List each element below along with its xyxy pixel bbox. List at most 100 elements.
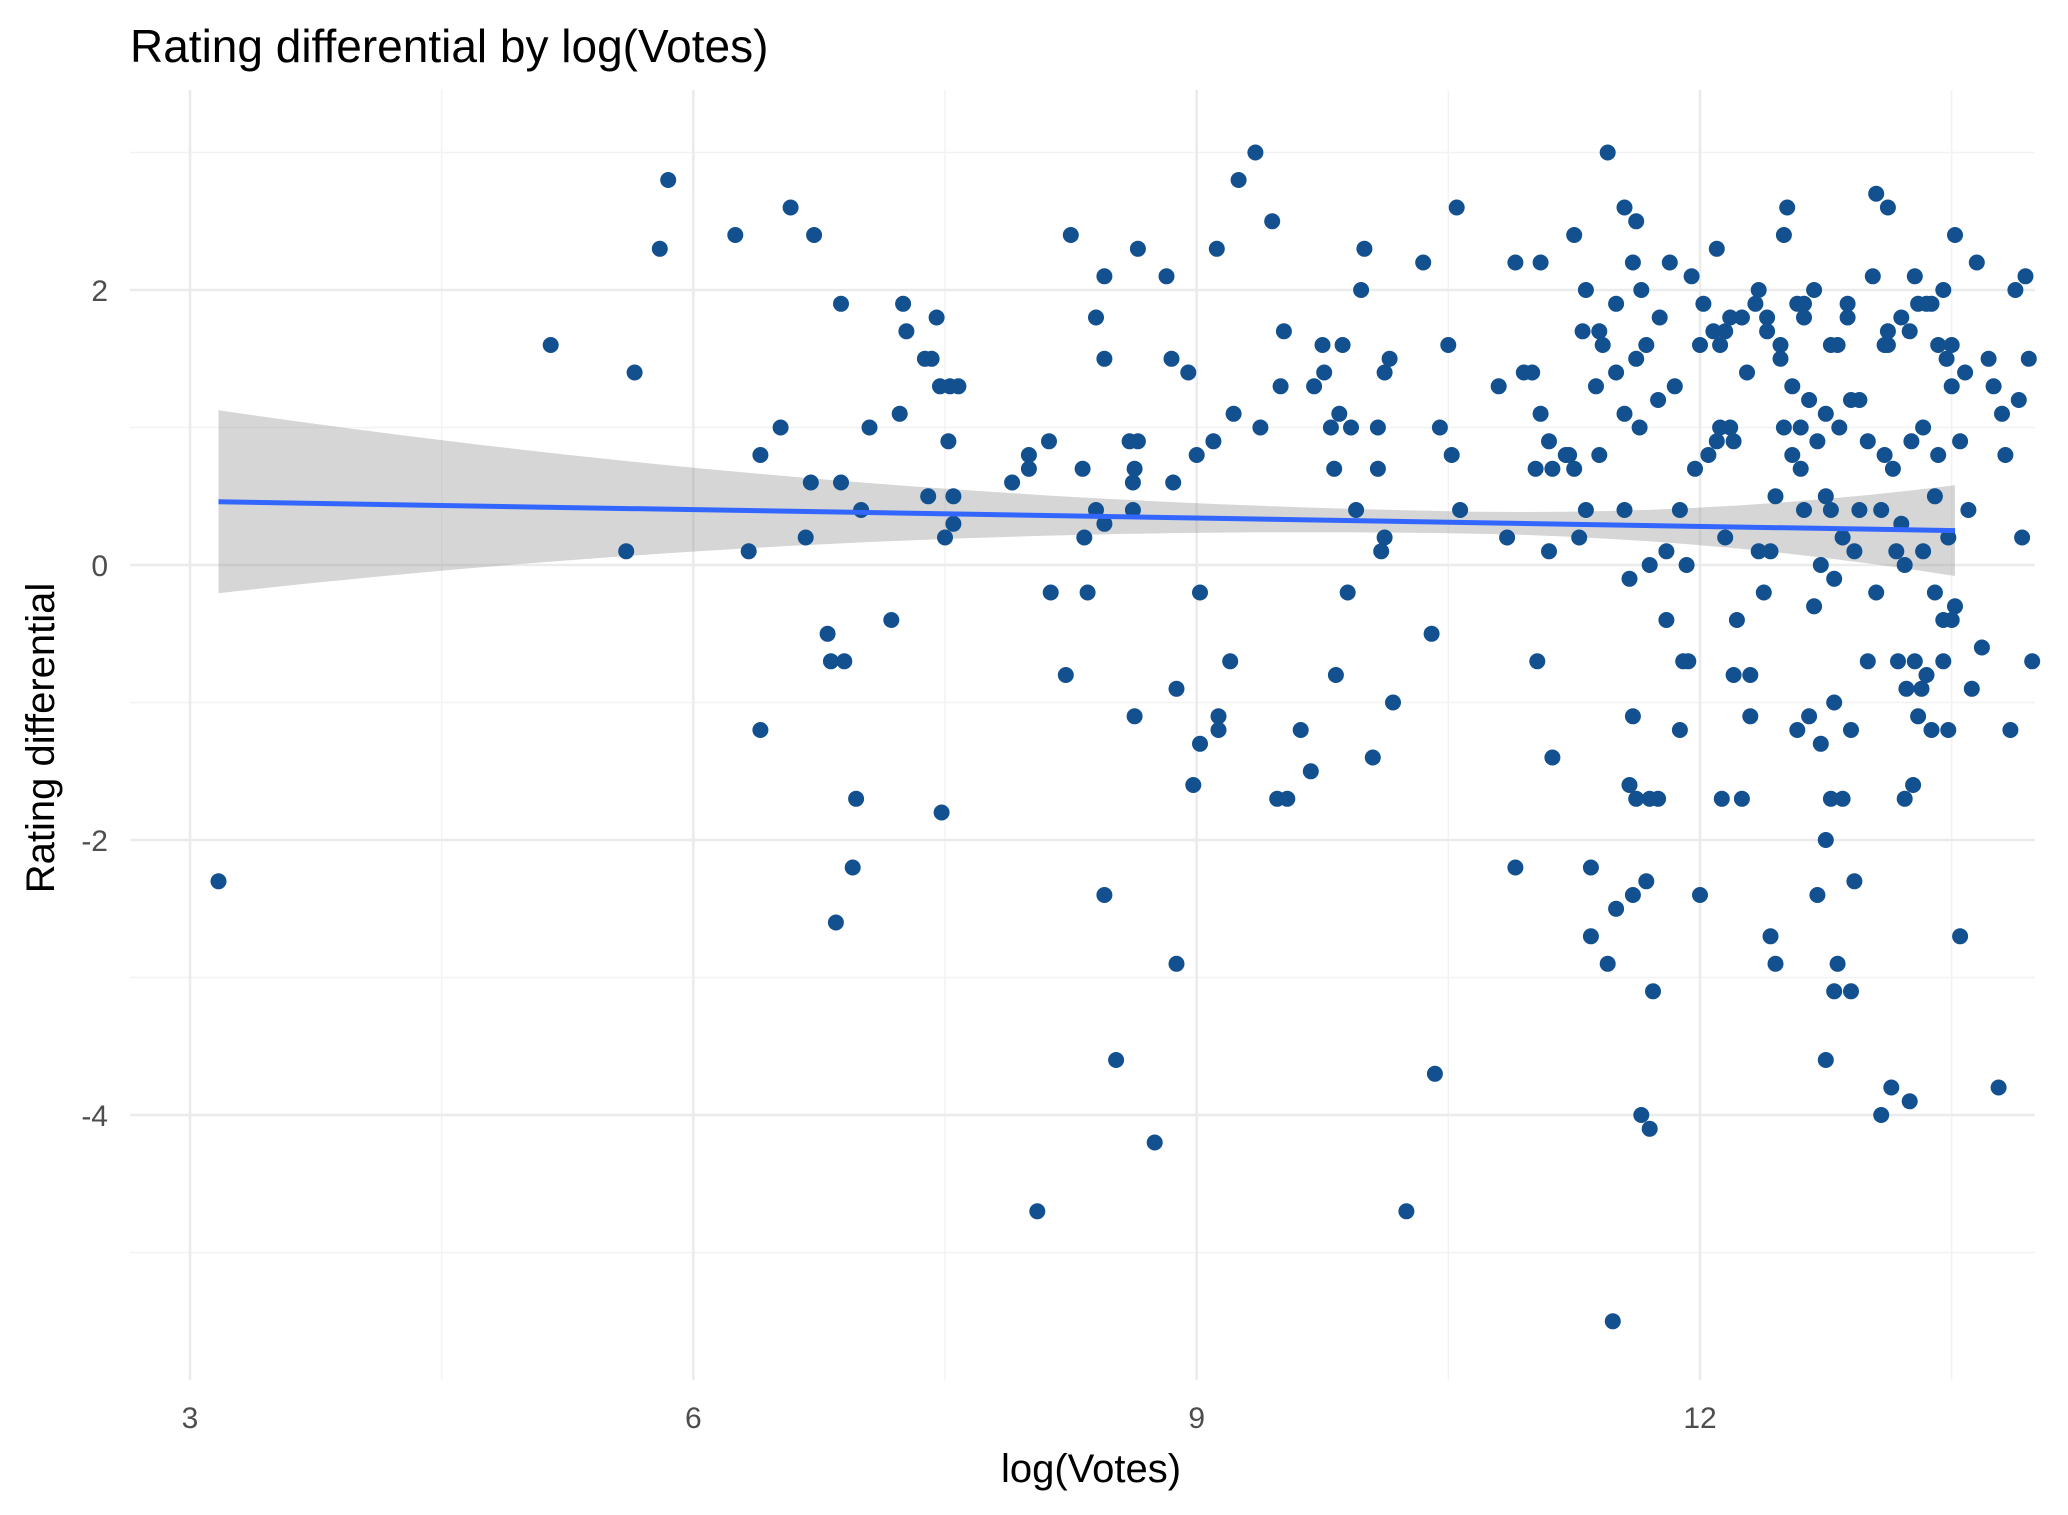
data-point — [1947, 598, 1963, 615]
data-point — [1733, 309, 1750, 326]
data-point — [2020, 350, 2037, 367]
data-point — [1541, 543, 1557, 560]
data-point — [1747, 295, 1764, 312]
data-point — [1722, 419, 1739, 436]
data-point — [1339, 584, 1356, 601]
data-point — [1507, 859, 1524, 876]
data-point — [210, 873, 227, 890]
data-point — [1717, 529, 1734, 546]
x-axis-title: log(Votes) — [1001, 1447, 1181, 1491]
data-point — [1225, 405, 1242, 422]
data-point — [1926, 488, 1943, 505]
data-point — [1728, 612, 1745, 628]
data-point — [1208, 240, 1225, 257]
data-point — [1775, 227, 1792, 243]
data-point — [844, 859, 861, 876]
data-point — [1096, 515, 1113, 532]
data-point — [1859, 653, 1876, 670]
data-point — [1343, 419, 1359, 436]
data-point — [1906, 268, 1923, 285]
data-point — [651, 240, 668, 257]
data-point — [1524, 364, 1541, 381]
data-point — [1796, 295, 1812, 312]
data-point — [1675, 653, 1692, 670]
x-tick-label: 9 — [1188, 1402, 1205, 1435]
data-point — [1544, 460, 1561, 477]
data-point — [1076, 529, 1093, 546]
data-point — [1722, 309, 1739, 326]
data-point — [1571, 529, 1588, 546]
data-point — [1129, 240, 1146, 257]
data-point — [1792, 460, 1809, 477]
data-point — [1222, 653, 1239, 670]
data-point — [1126, 708, 1143, 725]
data-point — [1628, 790, 1645, 807]
data-point — [861, 419, 878, 436]
data-point — [1864, 268, 1881, 285]
y-tick-label: 0 — [91, 550, 108, 583]
data-point — [1415, 254, 1432, 271]
data-point — [1806, 598, 1823, 615]
x-axis: 3 6 9 12 — [182, 1402, 1717, 1435]
data-point — [1859, 433, 1876, 450]
data-point — [1868, 185, 1885, 202]
data-point — [1762, 928, 1779, 945]
data-point — [1767, 955, 1784, 972]
data-point — [1264, 213, 1281, 230]
data-point — [1873, 502, 1890, 518]
data-point — [1641, 790, 1658, 807]
y-axis: -4 -2 0 2 — [81, 275, 108, 1133]
gridlines — [130, 90, 2035, 1380]
confidence-band-area — [218, 410, 1955, 594]
data-point — [1004, 474, 1021, 491]
data-point — [1316, 364, 1333, 381]
data-point — [1658, 543, 1675, 560]
data-point — [1994, 405, 2010, 422]
data-point — [1440, 337, 1457, 353]
data-points — [210, 144, 2041, 1330]
data-point — [1822, 790, 1839, 807]
data-point — [1582, 859, 1599, 876]
data-point — [1624, 254, 1641, 271]
data-point — [1096, 350, 1113, 367]
data-point — [727, 227, 744, 243]
data-point — [1608, 295, 1625, 312]
data-point — [1124, 474, 1141, 491]
data-point — [1839, 295, 1856, 312]
data-point — [1527, 460, 1544, 477]
data-point — [1490, 378, 1507, 395]
data-point — [1638, 873, 1655, 890]
data-point — [1124, 502, 1141, 518]
data-point — [2010, 392, 2027, 408]
data-point — [542, 337, 559, 353]
data-point — [1385, 694, 1401, 711]
data-point — [1566, 227, 1583, 243]
data-point — [1839, 309, 1856, 326]
data-point — [1742, 708, 1759, 725]
data-point — [740, 543, 757, 560]
data-point — [1292, 722, 1309, 738]
data-point — [1326, 460, 1343, 477]
data-point — [2002, 722, 2019, 738]
data-point — [1896, 557, 1913, 573]
data-point — [1499, 529, 1516, 546]
data-point — [1364, 749, 1381, 766]
y-tick-label: -2 — [81, 825, 108, 858]
data-point — [1843, 722, 1859, 738]
data-point — [1879, 337, 1896, 353]
data-point — [1314, 337, 1331, 353]
data-point — [1574, 323, 1591, 340]
data-point — [1666, 378, 1683, 395]
data-point — [1608, 364, 1625, 381]
data-point — [1725, 433, 1742, 450]
data-point — [1624, 887, 1641, 903]
data-point — [1088, 309, 1104, 326]
data-point — [1792, 419, 1809, 436]
data-point — [1898, 680, 1915, 697]
data-point — [1168, 955, 1185, 972]
data-point — [1779, 199, 1796, 216]
data-point — [1079, 584, 1096, 601]
data-point — [1713, 790, 1730, 807]
data-point — [945, 488, 962, 505]
data-point — [1423, 625, 1440, 642]
